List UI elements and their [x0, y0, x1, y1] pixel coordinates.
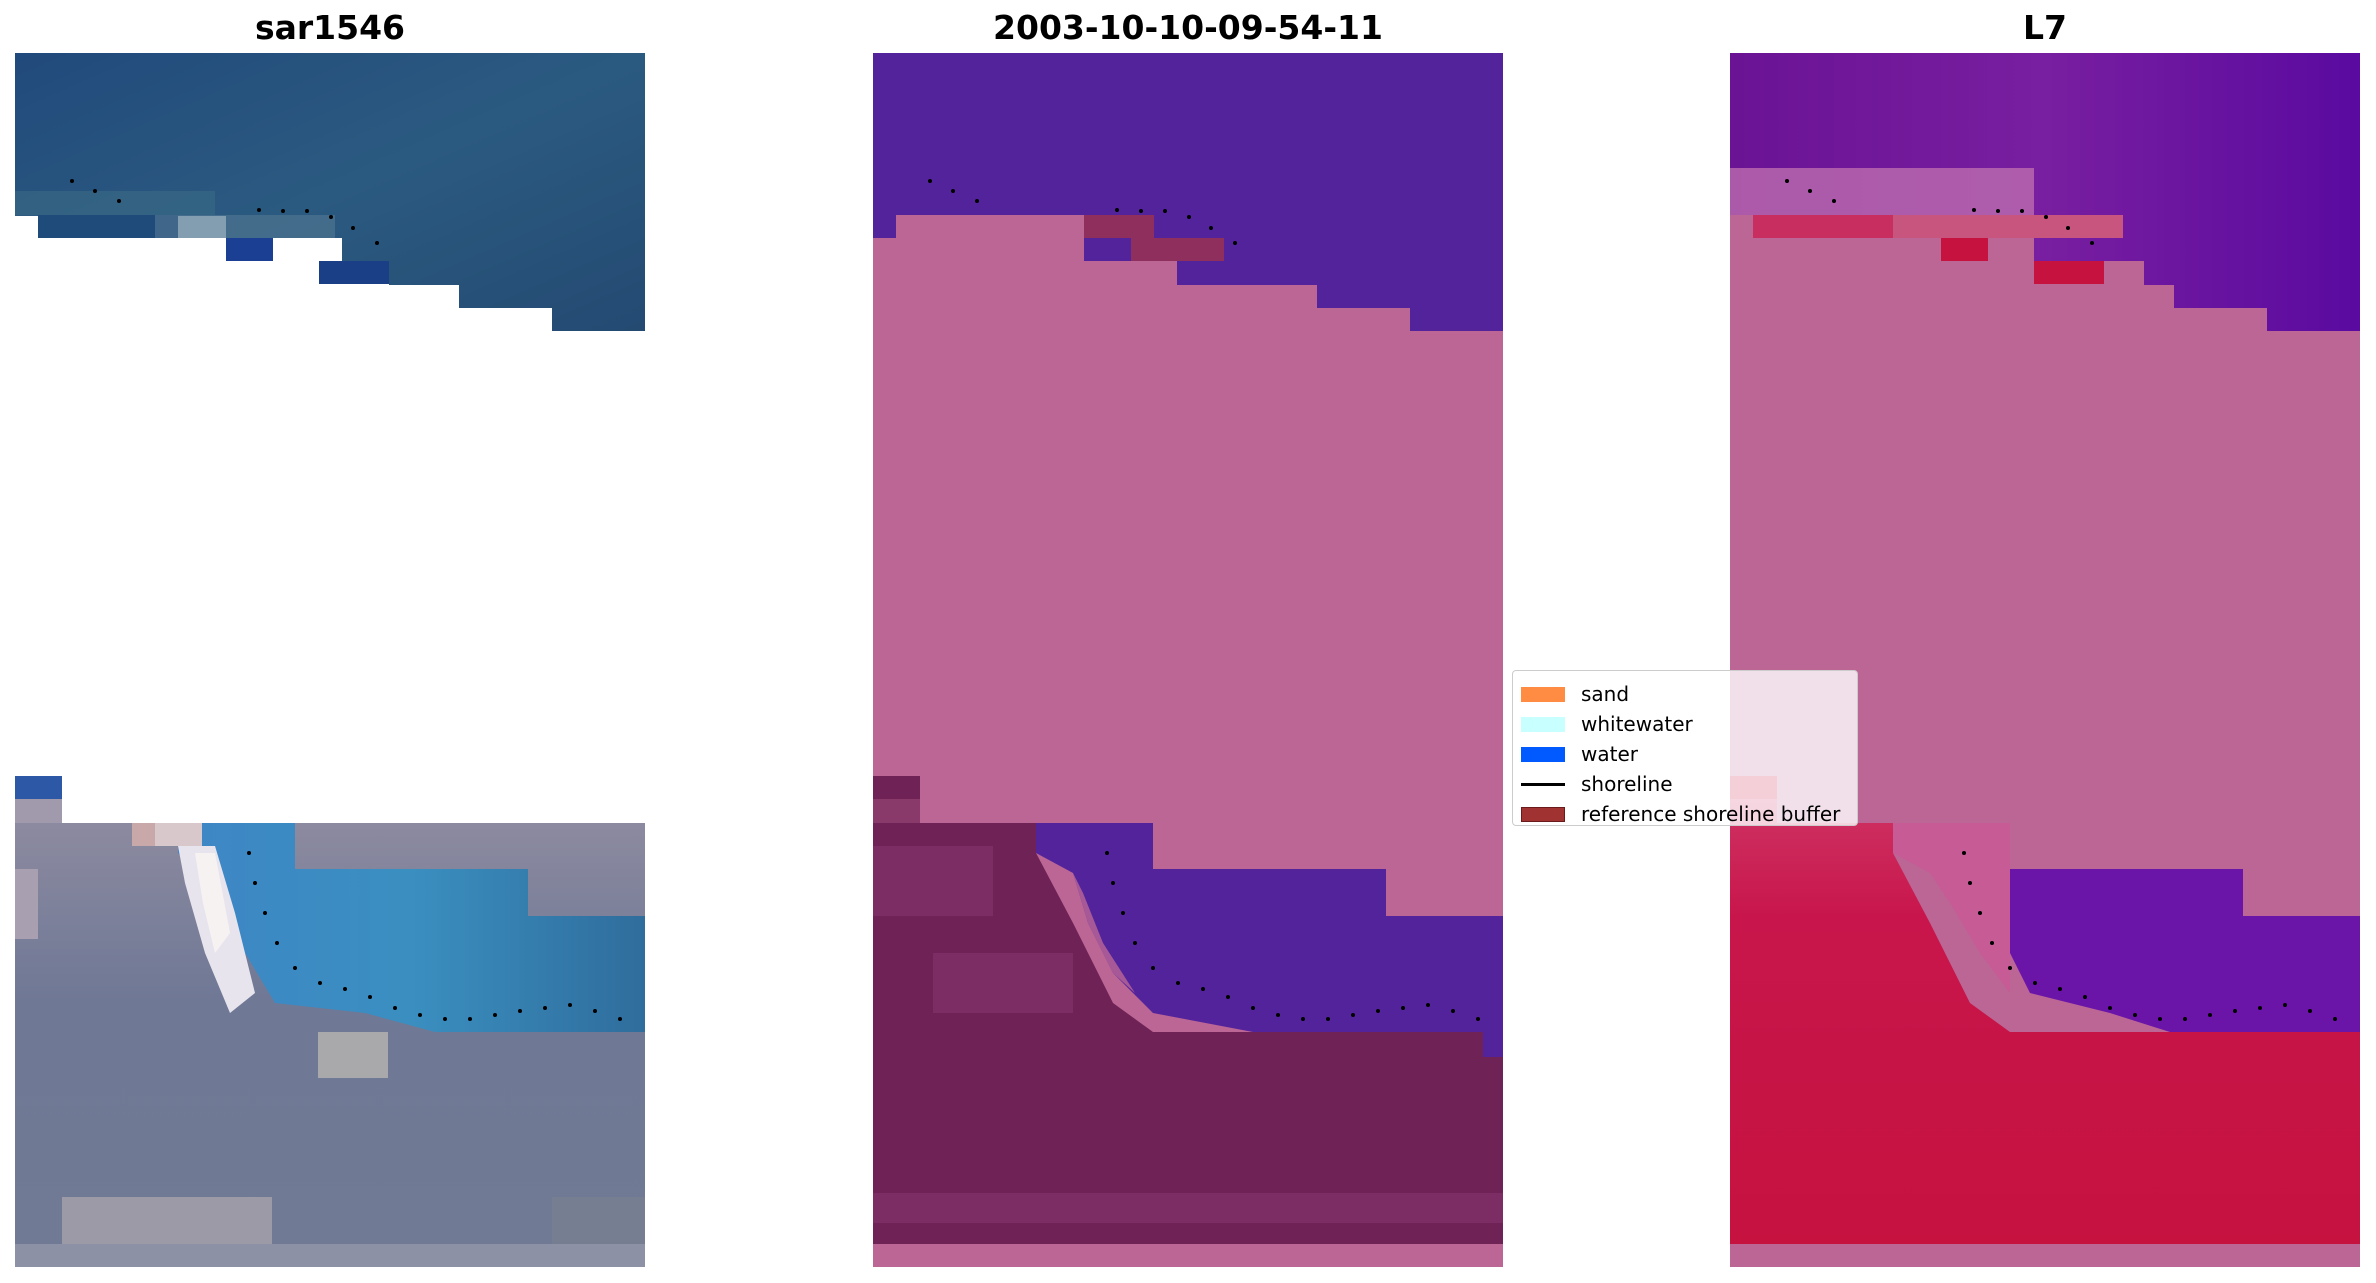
shoreline-line-swatch	[1521, 782, 1565, 786]
satellite-rgb-image	[15, 53, 645, 1267]
water-swatch	[1521, 746, 1565, 762]
legend-item-water: water	[1521, 739, 1857, 769]
classified-image	[873, 53, 1503, 1267]
legend-item-whitewater: whitewater	[1521, 709, 1857, 739]
panel-title-rgb: sar1546	[254, 8, 406, 47]
legend-item-sand: sand	[1521, 679, 1857, 709]
legend-label-water: water	[1581, 742, 1638, 766]
legend-item-reference-buffer: reference shoreline buffer	[1521, 799, 1857, 829]
legend-label-sand: sand	[1581, 682, 1630, 706]
reference-buffer-swatch	[1521, 806, 1565, 822]
index-image	[1730, 53, 2360, 1267]
sand-swatch	[1521, 686, 1565, 702]
legend: sand whitewater water shoreline referenc…	[1512, 670, 1858, 826]
legend-item-shoreline: shoreline	[1521, 769, 1857, 799]
legend-label-reference-buffer: reference shoreline buffer	[1581, 802, 1841, 826]
panel-title-index: L7	[2023, 8, 2067, 47]
whitewater-swatch	[1521, 716, 1565, 732]
panel-title-classified: 2003-10-10-09-54-11	[993, 8, 1383, 47]
legend-label-shoreline: shoreline	[1581, 772, 1673, 796]
legend-label-whitewater: whitewater	[1581, 712, 1693, 736]
